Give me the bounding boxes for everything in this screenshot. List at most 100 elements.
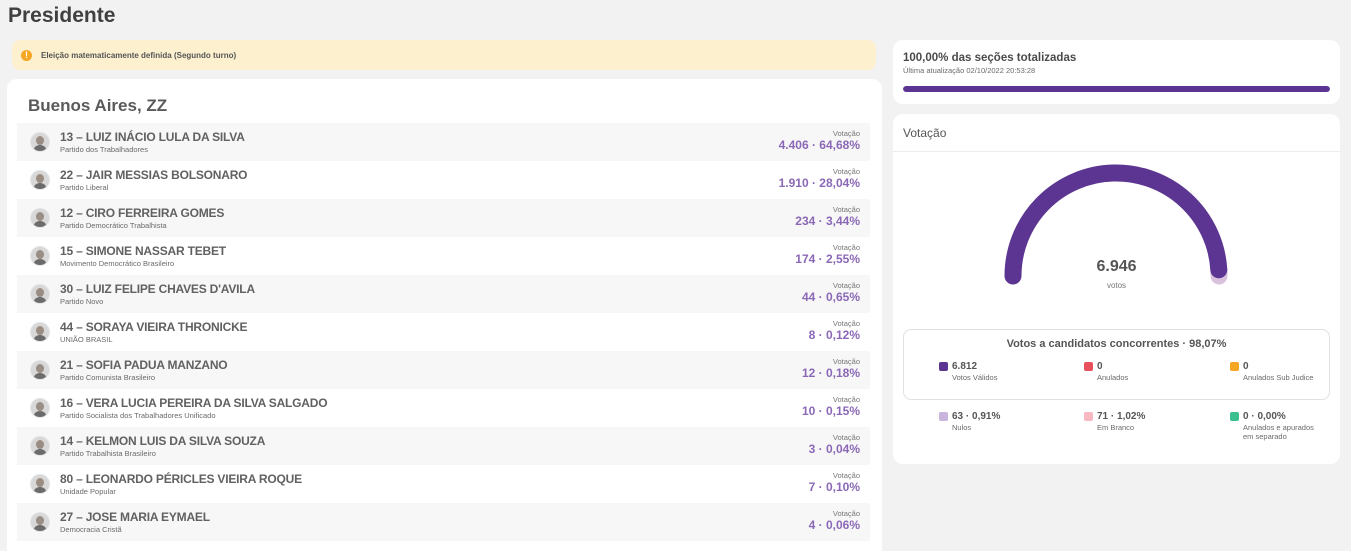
last-updated: Última atualização 02/10/2022 20:53:28 [903,66,1036,75]
region-title: Buenos Aires, ZZ [28,96,168,115]
candidate-row[interactable]: 15 – SIMONE NASSAR TEBET Movimento Democr… [17,237,870,275]
vote-value: 1.910 · 28,04% [778,176,860,190]
legend-item: 0 · 0,00% Anulados e apurados em separado [1230,410,1320,441]
legend-swatch [1084,412,1093,421]
legend-label: Nulos [952,423,972,432]
candidate-name: 13 – LUIZ INÁCIO LULA DA SILVA [60,129,245,144]
legend-value: 0 · 0,00% [1243,411,1286,422]
candidate-row[interactable]: 80 – LEONARDO PÉRICLES VIEIRA ROQUE Unida… [17,465,870,503]
legend-swatch [939,362,948,371]
sections-progress-bar [903,86,1330,92]
vote-label: Votação [832,167,860,176]
legend-swatch [939,412,948,421]
candidate-party: Partido dos Trabalhadores [60,144,148,154]
candidate-row[interactable]: 12 – CIRO FERREIRA GOMES Partido Democrát… [17,199,870,237]
candidate-votes: Votação 8 · 0,12% [809,319,860,343]
candidate-info: 21 – SOFIA PADUA MANZANO Partido Comunist… [60,358,870,383]
vote-label: Votação [832,357,860,366]
legend-label: Anulados e apurados em separado [1243,423,1314,441]
vote-label: Votação [832,471,860,480]
candidate-name: 21 – SOFIA PADUA MANZANO [60,357,228,372]
candidate-row[interactable]: 22 – JAIR MESSIAS BOLSONARO Partido Liber… [17,161,870,199]
info-icon: ! [21,49,32,61]
candidate-row[interactable]: 13 – LUIZ INÁCIO LULA DA SILVA Partido do… [17,123,870,161]
vote-value: 174 · 2,55% [795,252,860,266]
results-card: Buenos Aires, ZZ 13 – LUIZ INÁCIO LULA D… [7,79,882,551]
legend-value: 71 · 1,02% [1097,411,1146,422]
candidate-avatar [30,512,50,532]
candidate-votes: Votação 44 · 0,65% [802,281,860,305]
candidate-info: 16 – VERA LUCIA PEREIRA DA SILVA SALGADO… [60,396,870,421]
legend-value: 0 [1097,361,1103,372]
legend-value: 63 · 0,91% [952,411,1001,422]
candidate-avatar [30,208,50,228]
candidate-avatar [30,246,50,266]
candidate-party: Partido Socialista dos Trabalhadores Uni… [60,410,216,420]
candidate-name: 15 – SIMONE NASSAR TEBET [60,243,226,258]
candidate-avatar [30,398,50,418]
candidate-info: 22 – JAIR MESSIAS BOLSONARO Partido Liber… [60,168,870,193]
candidate-row[interactable]: 44 – SORAYA VIEIRA THRONICKE UNIÃO BRASIL… [17,313,870,351]
candidate-name: 27 – JOSE MARIA EYMAEL [60,509,210,524]
competing-votes-title: Votos a candidatos concorrentes · 98,07% [1006,338,1227,350]
candidate-row[interactable]: 27 – JOSE MARIA EYMAEL Democracia Cristã V… [17,503,870,541]
sections-title: 100,00% das seções totalizadas [903,52,1077,64]
candidate-votes: Votação 10 · 0,15% [802,395,860,419]
candidate-avatar [30,360,50,380]
legend-swatch [1230,362,1239,371]
candidate-avatar [30,170,50,190]
candidate-name: 16 – VERA LUCIA PEREIRA DA SILVA SALGADO [60,395,328,410]
candidate-name: 14 – KELMON LUIS DA SILVA SOUZA [60,433,266,448]
sections-card: 100,00% das seções totalizadas Última at… [893,40,1340,104]
votes-gauge [1004,164,1228,285]
candidate-info: 44 – SORAYA VIEIRA THRONICKE UNIÃO BRASIL [60,320,870,345]
vote-value: 44 · 0,65% [801,290,860,304]
candidate-name: 22 – JAIR MESSIAS BOLSONARO [60,167,248,182]
candidate-avatar [30,436,50,456]
candidate-name: 30 – LUIZ FELIPE CHAVES D'AVILA [60,281,255,296]
legend-swatch [1084,362,1093,371]
candidate-avatar [30,474,50,494]
candidate-row[interactable]: 30 – LUIZ FELIPE CHAVES D'AVILA Partido N… [17,275,870,313]
votacao-header: Votação [893,114,1340,152]
vote-label: Votação [832,395,860,404]
legend-value: 6.812 [952,361,978,372]
gauge-valid-arc [1004,164,1228,285]
candidate-row[interactable]: 14 – KELMON LUIS DA SILVA SOUZA Partido T… [17,427,870,465]
candidate-info: 14 – KELMON LUIS DA SILVA SOUZA Partido T… [60,434,870,459]
vote-label: Votação [832,509,860,518]
sections-progress-fill [903,86,1330,92]
candidate-votes: Votação 4 · 0,06% [809,509,860,533]
vote-value: 4 · 0,06% [808,518,860,532]
candidate-info: 15 – SIMONE NASSAR TEBET Movimento Democr… [60,244,870,269]
vote-label: Votação [832,205,860,214]
candidate-row[interactable]: 21 – SOFIA PADUA MANZANO Partido Comunist… [17,351,870,389]
legend-label: Votos Válidos [952,373,998,382]
legend-item: 0 Anulados [1084,360,1174,382]
legend-item: 71 · 1,02% Em Branco [1084,410,1174,432]
candidate-party: Partido Comunista Brasileiro [60,372,156,382]
candidate-votes: Votação 1.910 · 28,04% [779,167,860,191]
candidate-row[interactable]: 16 – VERA LUCIA PEREIRA DA SILVA SALGADO… [17,389,870,427]
legend-label: Anulados [1097,373,1129,382]
candidate-party: Partido Liberal [60,182,109,192]
candidate-avatar [30,132,50,152]
gauge-unit: votos [1106,281,1127,290]
candidate-info: 12 – CIRO FERREIRA GOMES Partido Democrát… [60,206,870,231]
candidate-party: Movimento Democrático Brasileiro [60,258,175,268]
vote-label: Votação [832,433,860,442]
candidate-votes: Votação 3 · 0,04% [809,433,860,457]
candidate-name: 12 – CIRO FERREIRA GOMES [60,205,225,220]
candidate-info: 13 – LUIZ INÁCIO LULA DA SILVA Partido do… [60,130,870,155]
candidate-avatar [30,284,50,304]
legend-item: 63 · 0,91% Nulos [939,410,1029,432]
vote-value: 12 · 0,18% [801,366,860,380]
page-title: Presidente [8,4,116,27]
legend-label: Em Branco [1097,423,1135,432]
candidate-votes: Votação 4.406 · 64,68% [779,129,860,153]
alert-banner: ! Eleição matematicamente definida (Segu… [12,40,876,70]
candidate-party: Partido Trabalhista Brasileiro [60,448,156,458]
vote-value: 10 · 0,15% [801,404,860,418]
candidate-votes: Votação 7 · 0,10% [809,471,860,495]
candidate-party: Unidade Popular [60,486,116,496]
